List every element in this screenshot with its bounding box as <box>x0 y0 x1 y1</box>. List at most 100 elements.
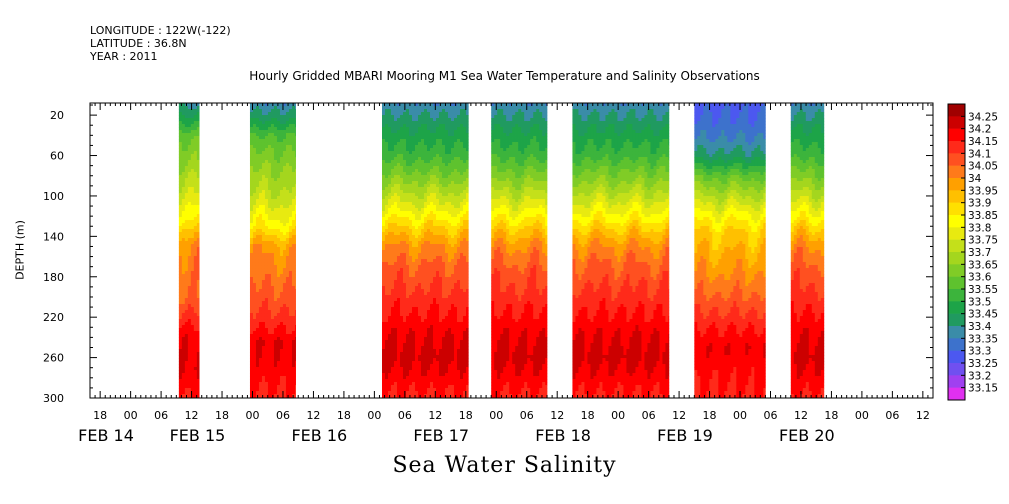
salinity-cell <box>457 316 461 320</box>
salinity-cell <box>282 352 287 356</box>
salinity-cell <box>436 382 440 386</box>
salinity-cell <box>415 250 419 254</box>
salinity-cell <box>264 292 269 296</box>
salinity-cell <box>406 319 410 323</box>
salinity-cell <box>397 136 401 140</box>
salinity-cell <box>270 322 275 326</box>
salinity-cell <box>412 178 416 182</box>
salinity-cell <box>436 250 440 254</box>
salinity-cell <box>264 391 269 395</box>
salinity-cell <box>442 394 446 398</box>
salinity-cell <box>190 136 195 140</box>
salinity-cell <box>184 370 189 374</box>
salinity-cell <box>285 223 290 227</box>
salinity-cell <box>267 148 272 152</box>
salinity-cell <box>421 283 425 287</box>
salinity-cell <box>193 199 198 203</box>
salinity-cell <box>439 244 443 248</box>
salinity-cell <box>457 334 461 338</box>
salinity-cell <box>178 115 183 119</box>
salinity-cell <box>442 184 446 188</box>
salinity-cell <box>291 109 296 113</box>
salinity-cell <box>439 277 443 281</box>
salinity-cell <box>418 235 422 239</box>
salinity-cell <box>249 340 254 344</box>
salinity-cell <box>385 370 389 374</box>
salinity-cell <box>394 268 398 272</box>
salinity-cell <box>249 172 254 176</box>
salinity-cell <box>442 103 446 107</box>
salinity-cell <box>249 277 254 281</box>
salinity-cell <box>258 310 263 314</box>
salinity-cell <box>279 355 284 359</box>
salinity-cell <box>439 274 443 278</box>
salinity-cell <box>436 325 440 329</box>
salinity-cell <box>291 370 296 374</box>
salinity-cell <box>430 355 434 359</box>
salinity-cell <box>252 148 257 152</box>
salinity-cell <box>418 295 422 299</box>
salinity-cell <box>288 217 293 221</box>
salinity-cell <box>436 166 440 170</box>
salinity-cell <box>457 190 461 194</box>
salinity-cell <box>436 199 440 203</box>
salinity-cell <box>291 157 296 161</box>
salinity-cell <box>264 160 269 164</box>
salinity-cell <box>421 256 425 260</box>
salinity-cell <box>249 223 254 227</box>
salinity-cell <box>196 271 200 275</box>
salinity-cell <box>196 142 200 146</box>
salinity-cell <box>436 229 440 233</box>
salinity-cell <box>279 274 284 278</box>
salinity-cell <box>445 361 449 365</box>
salinity-cell <box>442 271 446 275</box>
salinity-cell <box>187 379 192 383</box>
salinity-cell <box>270 127 275 131</box>
salinity-cell <box>285 238 290 242</box>
salinity-cell <box>291 133 296 137</box>
salinity-cell <box>181 394 186 398</box>
salinity-cell <box>430 160 434 164</box>
salinity-cell <box>406 352 410 356</box>
salinity-cell <box>181 292 186 296</box>
salinity-cell <box>445 331 449 335</box>
salinity-cell <box>255 217 260 221</box>
salinity-cell <box>184 307 189 311</box>
salinity-cell <box>451 325 455 329</box>
salinity-cell <box>412 214 416 218</box>
salinity-cell <box>385 235 389 239</box>
salinity-cell <box>273 187 278 191</box>
salinity-cell <box>451 313 455 317</box>
salinity-cell <box>261 307 266 311</box>
salinity-cell <box>421 115 425 119</box>
salinity-cell <box>190 220 195 224</box>
salinity-cell <box>418 247 422 251</box>
salinity-cell <box>249 142 254 146</box>
salinity-cell <box>403 139 407 143</box>
salinity-cell <box>252 238 257 242</box>
salinity-cell <box>285 235 290 239</box>
salinity-cell <box>412 238 416 242</box>
salinity-cell <box>270 385 275 389</box>
salinity-cell <box>190 139 195 143</box>
salinity-cell <box>388 139 392 143</box>
salinity-cell <box>276 385 281 389</box>
salinity-cell <box>400 388 404 392</box>
salinity-cell <box>406 328 410 332</box>
salinity-cell <box>436 253 440 257</box>
salinity-cell <box>454 334 458 338</box>
salinity-cell <box>451 118 455 122</box>
salinity-cell <box>184 118 189 122</box>
salinity-cell <box>433 229 437 233</box>
salinity-cell <box>415 283 419 287</box>
salinity-cell <box>415 151 419 155</box>
salinity-cell <box>421 373 425 377</box>
salinity-cell <box>430 220 434 224</box>
salinity-cell <box>406 379 410 383</box>
salinity-cell <box>252 340 257 344</box>
salinity-cell <box>406 115 410 119</box>
salinity-cell <box>276 262 281 266</box>
salinity-cell <box>448 217 452 221</box>
salinity-cell <box>403 214 407 218</box>
salinity-cell <box>433 115 437 119</box>
